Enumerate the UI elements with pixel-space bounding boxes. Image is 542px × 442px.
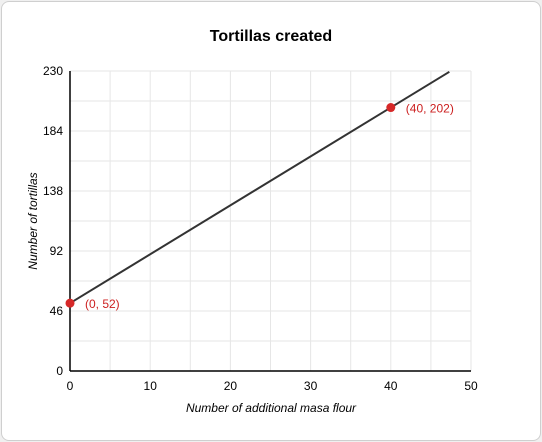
y-tick-label: 230 [43,64,63,78]
x-axis-label: Number of additional masa flour [186,401,357,415]
series-line [69,70,450,305]
x-tick-label: 20 [224,379,238,393]
chart-title: Tortillas created [210,28,332,45]
y-tick-label: 92 [50,244,64,258]
x-axis-ticks: 0 10 20 30 40 50 [67,379,478,393]
data-point-label: (40, 202) [406,102,454,116]
x-tick-label: 50 [464,379,478,393]
data-point [65,298,75,308]
x-tick-label: 30 [304,379,318,393]
x-tick-label: 40 [384,379,398,393]
y-tick-label: 138 [43,184,63,198]
x-tick-label: 10 [144,379,158,393]
x-tick-label: 0 [67,379,74,393]
y-axis-ticks: 0 46 92 138 184 230 [43,64,63,378]
data-point-label: (0, 52) [85,297,120,311]
y-axis-label: Number of tortillas [26,172,40,269]
y-tick-label: 46 [50,304,64,318]
axes [69,71,471,372]
y-tick-label: 184 [43,124,63,138]
grid-lines [70,70,472,371]
series: (0, 52) (40, 202) [65,70,454,311]
data-point [386,103,396,113]
y-tick-label: 0 [56,364,63,378]
